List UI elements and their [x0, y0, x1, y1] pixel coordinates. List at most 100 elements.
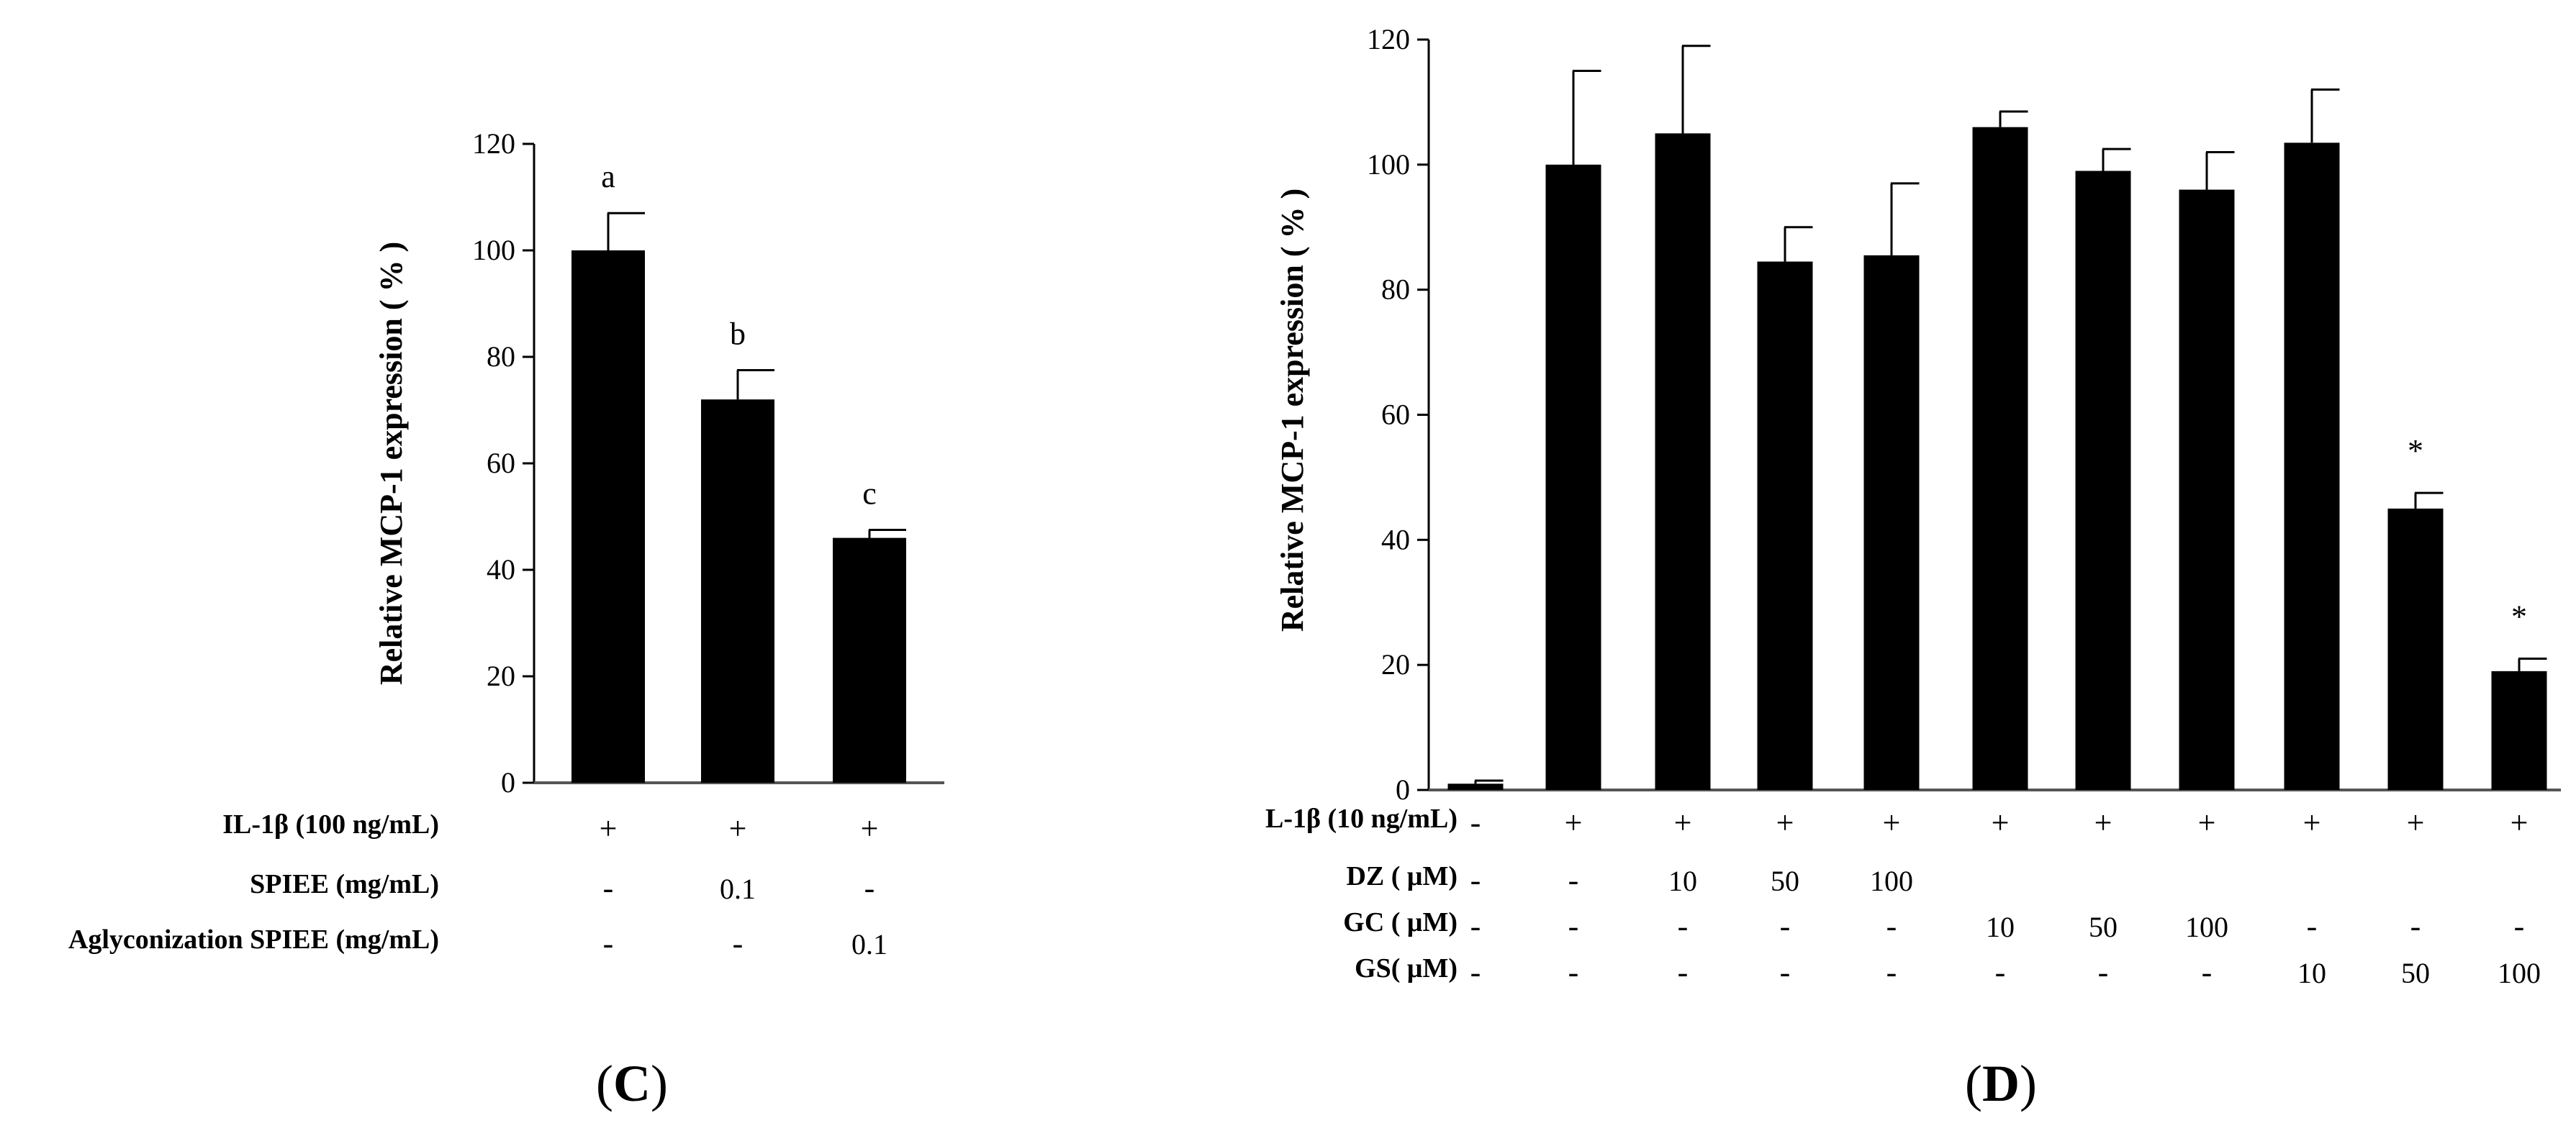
d-significance-label: * — [2408, 433, 2423, 468]
d-bar — [2387, 508, 2444, 790]
d-panel-label-part: ( — [1965, 1055, 1982, 1112]
c-panel-label: (C) — [596, 1055, 668, 1112]
d-condition-value: - — [1470, 805, 1481, 840]
d-condition-value: - — [1568, 955, 1579, 990]
c-y-tick-label: 100 — [472, 234, 515, 266]
d-condition-value: 50 — [1771, 865, 1799, 897]
d-y-tick-label: 60 — [1381, 399, 1410, 431]
d-bar — [1655, 133, 1711, 790]
c-condition-value: - — [603, 926, 614, 961]
d-y-axis-label: Relative MCP-1 expression ( % ) — [1275, 188, 1310, 632]
d-condition-value: - — [1678, 955, 1689, 990]
d-condition-value: 50 — [2089, 911, 2118, 943]
c-y-tick-label: 0 — [501, 766, 515, 799]
d-condition-value: - — [2514, 909, 2525, 944]
d-bar — [1447, 783, 1504, 790]
d-condition-value: - — [1470, 909, 1481, 944]
c-condition-value: - — [864, 871, 875, 906]
d-condition-value: 100 — [1870, 865, 1913, 897]
c-significance-label: c — [862, 476, 877, 512]
d-condition-value: + — [1883, 805, 1901, 840]
d-y-tick-label: 120 — [1367, 23, 1410, 55]
c-significance-label: a — [601, 159, 615, 194]
c-panel-label-part: C — [613, 1055, 651, 1112]
d-condition-value: + — [2511, 805, 2528, 840]
d-condition-value: + — [1674, 805, 1692, 840]
d-significance-label: * — [2511, 599, 2527, 634]
c-y-tick-label: 120 — [472, 127, 515, 160]
d-panel-label-part: ) — [2020, 1055, 2037, 1112]
d-condition-value: - — [1568, 863, 1579, 898]
c-bar — [833, 537, 906, 783]
d-condition-value: - — [1470, 955, 1481, 990]
d-bar — [1972, 127, 2028, 790]
d-condition-value: - — [2202, 955, 2213, 990]
c-y-tick-label: 40 — [487, 553, 515, 586]
c-significance-label: b — [730, 317, 746, 352]
d-condition-value: - — [2307, 909, 2318, 944]
d-condition-value: - — [1995, 955, 2006, 990]
panel-c-chart: 0 20 40 60 80 100 120 Relative MCP-1 expression… — [68, 127, 944, 1112]
d-y-tick-label: 20 — [1381, 648, 1410, 681]
panel-d-chart: 0 20 40 60 80 100 120 Relative MCP-1 expression… — [1265, 23, 2561, 1112]
d-condition-value: + — [1992, 805, 2010, 840]
d-condition-value: 50 — [2401, 957, 2430, 989]
d-y-tick-label: 40 — [1381, 523, 1410, 555]
c-condition-value: - — [603, 871, 614, 906]
c-condition-value: - — [733, 926, 744, 961]
d-bar — [2075, 171, 2131, 790]
d-bar — [1757, 261, 1813, 790]
c-condition-value: 0.1 — [720, 873, 756, 905]
c-y-tick-label: 80 — [487, 340, 515, 373]
d-panel-label: (D) — [1965, 1055, 2037, 1112]
d-y-tick-label: 0 — [1396, 773, 1410, 806]
c-condition-label: SPIEE (mg/mL) — [250, 869, 439, 899]
d-condition-value: + — [2198, 805, 2216, 840]
d-condition-value: - — [2410, 909, 2421, 944]
c-y-tick-label: 60 — [487, 447, 515, 479]
d-y-tick-label: 80 — [1381, 273, 1410, 306]
c-condition-value: 0.1 — [851, 928, 887, 960]
d-bar — [2491, 671, 2547, 790]
d-condition-value: - — [1886, 909, 1897, 944]
d-condition-value: - — [1470, 863, 1481, 898]
d-condition-value: - — [1678, 909, 1689, 944]
c-y-axis-label: Relative MCP-1 expression ( % ) — [374, 242, 409, 685]
c-condition-label: IL-1β (100 ng/mL) — [222, 809, 439, 840]
d-condition-value: + — [1776, 805, 1794, 840]
d-condition-label: GC ( μM) — [1343, 907, 1458, 937]
d-bar — [1545, 164, 1601, 791]
d-condition-value: - — [1568, 909, 1579, 944]
d-bar — [1863, 255, 1920, 790]
d-condition-value: 100 — [2498, 957, 2541, 989]
d-condition-value: - — [1780, 909, 1791, 944]
d-condition-value: + — [2094, 805, 2112, 840]
c-y-tick-label: 20 — [487, 660, 515, 692]
d-condition-label: GS( μM) — [1355, 953, 1458, 984]
d-condition-value: - — [2098, 955, 2109, 990]
d-y-tick-label: 100 — [1367, 148, 1410, 181]
d-condition-value: 100 — [2185, 911, 2228, 943]
c-condition-value: + — [600, 811, 618, 846]
c-bar — [571, 250, 645, 783]
d-panel-label-part: D — [1982, 1055, 2020, 1112]
c-condition-label: Aglyconization SPIEE (mg/mL) — [68, 925, 439, 955]
d-condition-value: + — [1565, 805, 1583, 840]
c-bar — [701, 399, 774, 783]
c-condition-value: + — [729, 811, 747, 846]
d-bar — [2179, 189, 2235, 791]
d-condition-value: + — [2407, 805, 2425, 840]
d-condition-value: 10 — [2297, 957, 2326, 989]
d-condition-value: 10 — [1986, 911, 2015, 943]
d-condition-value: 10 — [1668, 865, 1697, 897]
d-condition-label: DZ ( μM) — [1346, 861, 1458, 891]
d-condition-value: - — [1886, 955, 1897, 990]
c-condition-value: + — [861, 811, 879, 846]
d-condition-label: L-1β (10 ng/mL) — [1265, 804, 1458, 834]
c-panel-label-part: ) — [651, 1055, 668, 1112]
d-condition-value: + — [2303, 805, 2321, 840]
c-panel-label-part: ( — [596, 1055, 613, 1112]
d-condition-value: - — [1780, 955, 1791, 990]
d-bar — [2284, 142, 2340, 791]
